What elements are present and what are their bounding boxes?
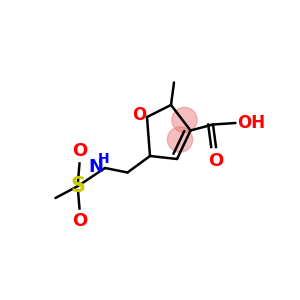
Circle shape — [172, 107, 197, 133]
Text: OH: OH — [237, 114, 265, 132]
Circle shape — [167, 127, 193, 152]
Text: O: O — [208, 152, 224, 169]
Text: O: O — [72, 142, 87, 160]
Text: S: S — [70, 176, 86, 196]
Text: H: H — [98, 152, 109, 166]
Text: O: O — [72, 212, 87, 230]
Text: O: O — [132, 106, 147, 124]
Text: N: N — [88, 158, 104, 176]
